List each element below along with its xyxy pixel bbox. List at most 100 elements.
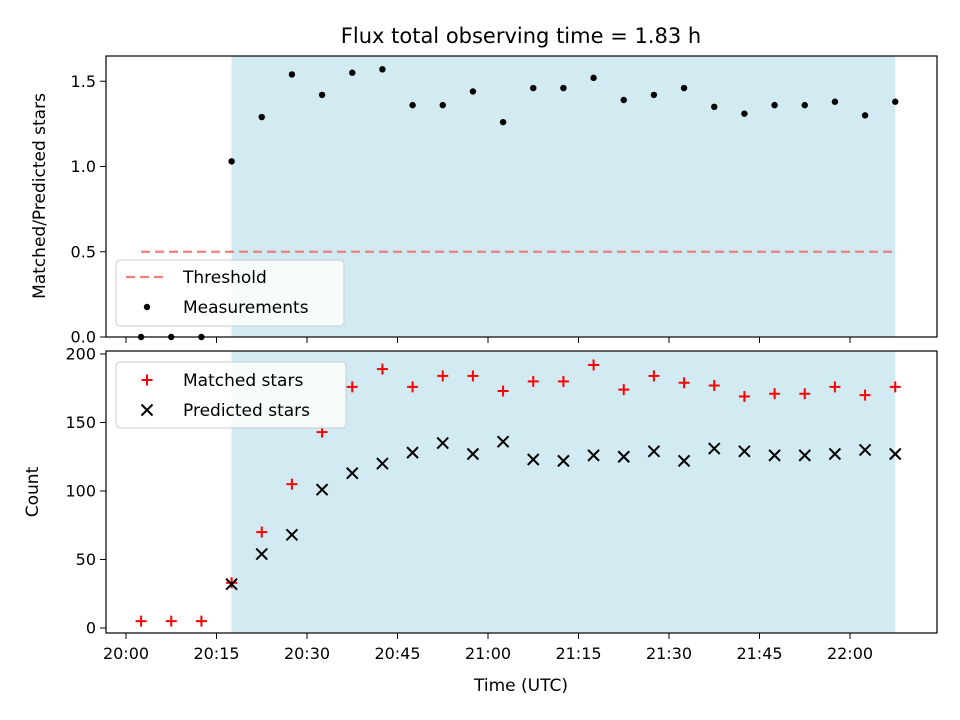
matched-star-point bbox=[799, 388, 811, 400]
matched-star-point bbox=[859, 389, 871, 401]
matched-star-point bbox=[618, 384, 630, 396]
marker-stroke bbox=[466, 447, 480, 461]
measurement-point bbox=[680, 84, 688, 92]
y-tick-label: 1.0 bbox=[71, 157, 96, 176]
matched-star-point bbox=[346, 381, 358, 393]
matched-star-point bbox=[195, 615, 207, 627]
matched-star-point bbox=[769, 388, 781, 400]
y-tick-label: 100 bbox=[65, 482, 96, 501]
measurement-point bbox=[530, 84, 537, 92]
matched-star-point bbox=[738, 390, 750, 402]
predicted-star-point bbox=[889, 447, 902, 461]
marker-stroke bbox=[255, 547, 268, 561]
marker-stroke bbox=[496, 435, 510, 448]
matched-star-point bbox=[497, 385, 509, 397]
matched-star-point bbox=[256, 526, 268, 538]
x-tick-label: 21:00 bbox=[465, 644, 511, 663]
marker-stroke bbox=[858, 443, 872, 457]
matched-star-point bbox=[467, 370, 479, 382]
x-tick-label: 21:45 bbox=[736, 644, 782, 663]
predicted-star-point bbox=[587, 449, 600, 462]
marker-stroke bbox=[647, 445, 661, 458]
predicted-star-point bbox=[346, 466, 359, 480]
top-plot-frame bbox=[105, 55, 938, 338]
y-tick-label: 0 bbox=[86, 619, 96, 638]
matched-star-point bbox=[286, 478, 298, 490]
predicted-star-point bbox=[768, 449, 781, 462]
measurement-point bbox=[650, 91, 658, 99]
measurement-point bbox=[861, 112, 869, 119]
measurement-point bbox=[258, 113, 265, 121]
marker-stroke bbox=[557, 454, 570, 468]
marker-stroke bbox=[346, 466, 359, 480]
measurement-point bbox=[349, 69, 356, 76]
bottom-panel: 0 50 100 150 200 20:00 20:15 20:30 20:45 21:00 21:… bbox=[65, 345, 938, 663]
measurement-point bbox=[801, 101, 808, 109]
measurement-point bbox=[439, 101, 446, 109]
matched-star-point bbox=[829, 381, 841, 393]
legend-predicted-swatch bbox=[140, 403, 154, 417]
marker-stroke bbox=[315, 483, 329, 496]
x-tick-label: 20:15 bbox=[193, 644, 239, 663]
marker-stroke bbox=[677, 454, 691, 468]
measurement-point bbox=[892, 98, 899, 105]
predicted-star-point bbox=[496, 435, 510, 448]
matched-star-point bbox=[135, 615, 147, 627]
measurement-point bbox=[741, 110, 748, 117]
matched-star-point bbox=[557, 375, 569, 387]
marker-stroke bbox=[436, 436, 449, 450]
predicted-star-point bbox=[557, 454, 570, 468]
measurement-point bbox=[590, 74, 597, 82]
predicted-star-point bbox=[376, 457, 389, 470]
chart-title: Flux total observing time = 1.83 h bbox=[341, 24, 701, 48]
marker-stroke bbox=[828, 447, 842, 461]
predicted-star-point bbox=[406, 446, 419, 459]
predicted-star-point bbox=[285, 528, 299, 542]
x-tick-label: 21:30 bbox=[646, 644, 692, 663]
predicted-star-point bbox=[225, 577, 238, 591]
measurement-point bbox=[499, 118, 507, 126]
predicted-star-point bbox=[708, 442, 721, 455]
matched-star-point bbox=[527, 375, 539, 387]
marker-stroke bbox=[225, 577, 238, 591]
legend-matched-label: Matched stars bbox=[183, 371, 303, 391]
y-tick-label: 200 bbox=[65, 345, 96, 364]
legend-threshold-label: Threshold bbox=[182, 268, 267, 288]
predicted-star-point bbox=[738, 445, 751, 458]
measurement-point bbox=[831, 98, 839, 105]
predicted-star-point bbox=[527, 453, 540, 466]
marker-stroke bbox=[376, 457, 389, 470]
predicted-star-point bbox=[436, 436, 449, 450]
predicted-star-point bbox=[647, 445, 661, 458]
top-legend: Threshold Measurements bbox=[115, 259, 345, 327]
measurement-point bbox=[711, 103, 718, 111]
measurement-point bbox=[288, 71, 296, 78]
bottom-y-axis-label: Count bbox=[23, 466, 43, 517]
matched-star-point bbox=[588, 359, 600, 371]
measurement-point bbox=[469, 88, 477, 95]
predicted-star-point bbox=[466, 447, 480, 461]
measurement-point bbox=[318, 91, 326, 99]
x-tick-label: 20:30 bbox=[284, 644, 330, 663]
top-panel: 0.0 0.5 1.0 1.5 Threshold Measurements bbox=[71, 55, 938, 347]
marker-stroke bbox=[738, 445, 751, 458]
marker-stroke bbox=[617, 450, 630, 463]
predicted-star-point bbox=[617, 450, 630, 463]
predicted-star-point bbox=[828, 447, 842, 461]
predicted-star-point bbox=[255, 547, 268, 561]
measurement-point bbox=[771, 101, 778, 109]
legend-measurements-label: Measurements bbox=[183, 298, 309, 318]
matched-star-point bbox=[708, 380, 720, 392]
legend-predicted-label: Predicted stars bbox=[183, 401, 310, 421]
y-tick-label: 50 bbox=[76, 550, 96, 569]
legend-box bbox=[115, 361, 347, 429]
predicted-star-point bbox=[315, 483, 329, 496]
legend-box bbox=[115, 259, 345, 327]
measurement-point bbox=[620, 96, 627, 104]
measurement-point bbox=[228, 158, 235, 165]
matched-star-point bbox=[437, 370, 449, 382]
marker-stroke bbox=[285, 528, 299, 542]
marker-stroke bbox=[140, 403, 154, 417]
x-tick-label: 20:00 bbox=[103, 644, 149, 663]
